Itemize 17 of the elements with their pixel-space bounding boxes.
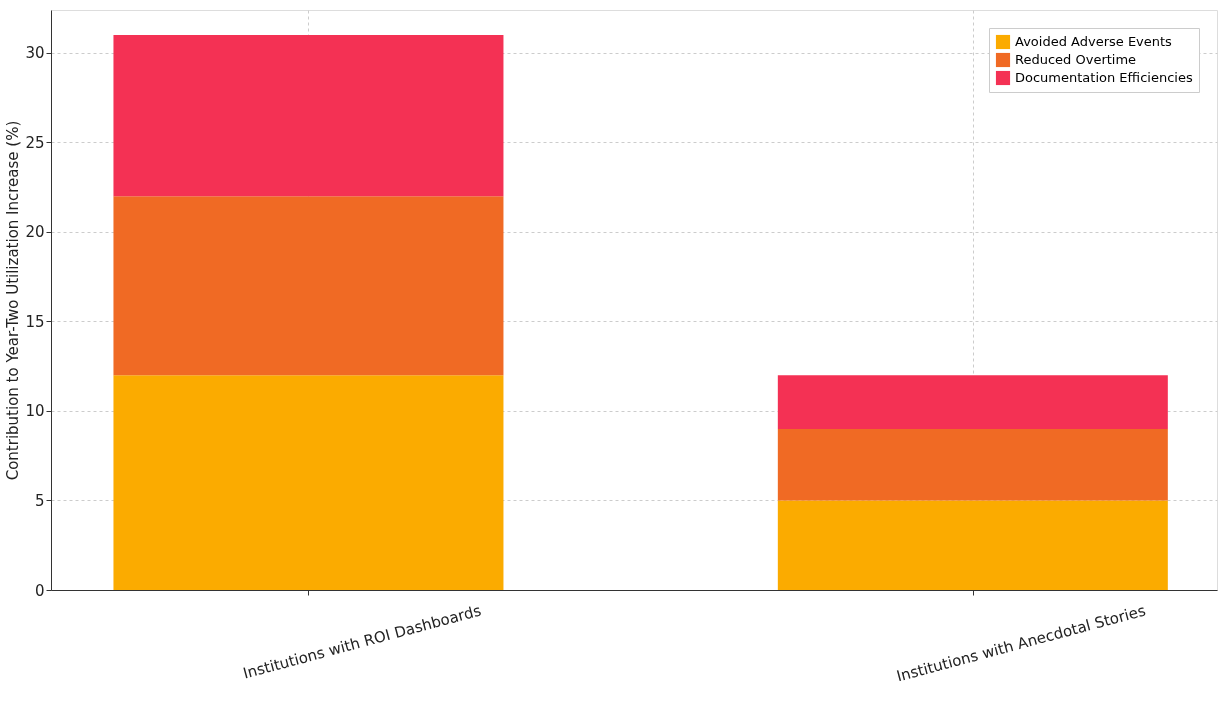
bar <box>113 375 504 590</box>
y-axis-title: Contribution to Year-Two Utilization Increase (%) <box>4 120 23 481</box>
legend-label: Documentation Efficiencies <box>1015 70 1193 85</box>
bar <box>113 196 504 376</box>
y-tick-label: 30 <box>25 44 45 63</box>
y-tick-label: 25 <box>25 133 45 152</box>
bar <box>777 428 1168 501</box>
y-tick-label: 20 <box>25 223 45 242</box>
y-tick-label: 10 <box>25 402 45 421</box>
legend-label: Avoided Adverse Events <box>1015 34 1173 49</box>
bar <box>777 500 1168 590</box>
legend-label: Reduced Overtime <box>1015 52 1137 67</box>
y-tick-label: 0 <box>34 581 45 600</box>
y-tick-label: 5 <box>34 491 45 510</box>
y-tick-label: 15 <box>25 312 45 331</box>
bar <box>113 35 504 197</box>
bar <box>777 375 1168 429</box>
